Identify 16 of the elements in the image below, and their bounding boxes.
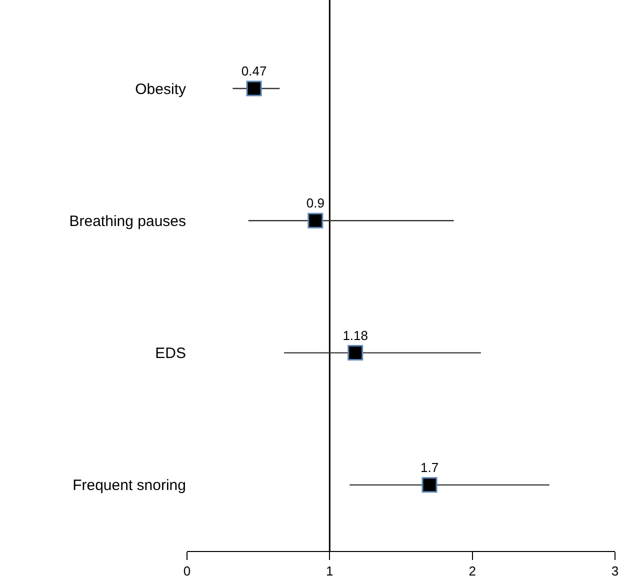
x-tick-label: 0: [183, 564, 191, 579]
x-tick-label: 3: [611, 564, 619, 579]
point: [246, 80, 262, 96]
data-label: 0.9: [306, 196, 324, 211]
data-label: 1.7: [420, 460, 439, 475]
point: [422, 477, 438, 493]
point: [308, 212, 324, 228]
y-tick-label: Breathing pauses: [69, 212, 186, 230]
y-tick-label: Obesity: [135, 80, 186, 98]
data-label: 0.47: [241, 64, 267, 79]
data-label: 1.18: [342, 328, 368, 343]
y-tick-label: Frequent snoring: [72, 477, 186, 494]
x-tick-label: 2: [468, 564, 476, 579]
point: [348, 345, 364, 361]
x-tick-label: 1: [326, 564, 334, 579]
y-tick-label: EDS: [155, 345, 186, 362]
